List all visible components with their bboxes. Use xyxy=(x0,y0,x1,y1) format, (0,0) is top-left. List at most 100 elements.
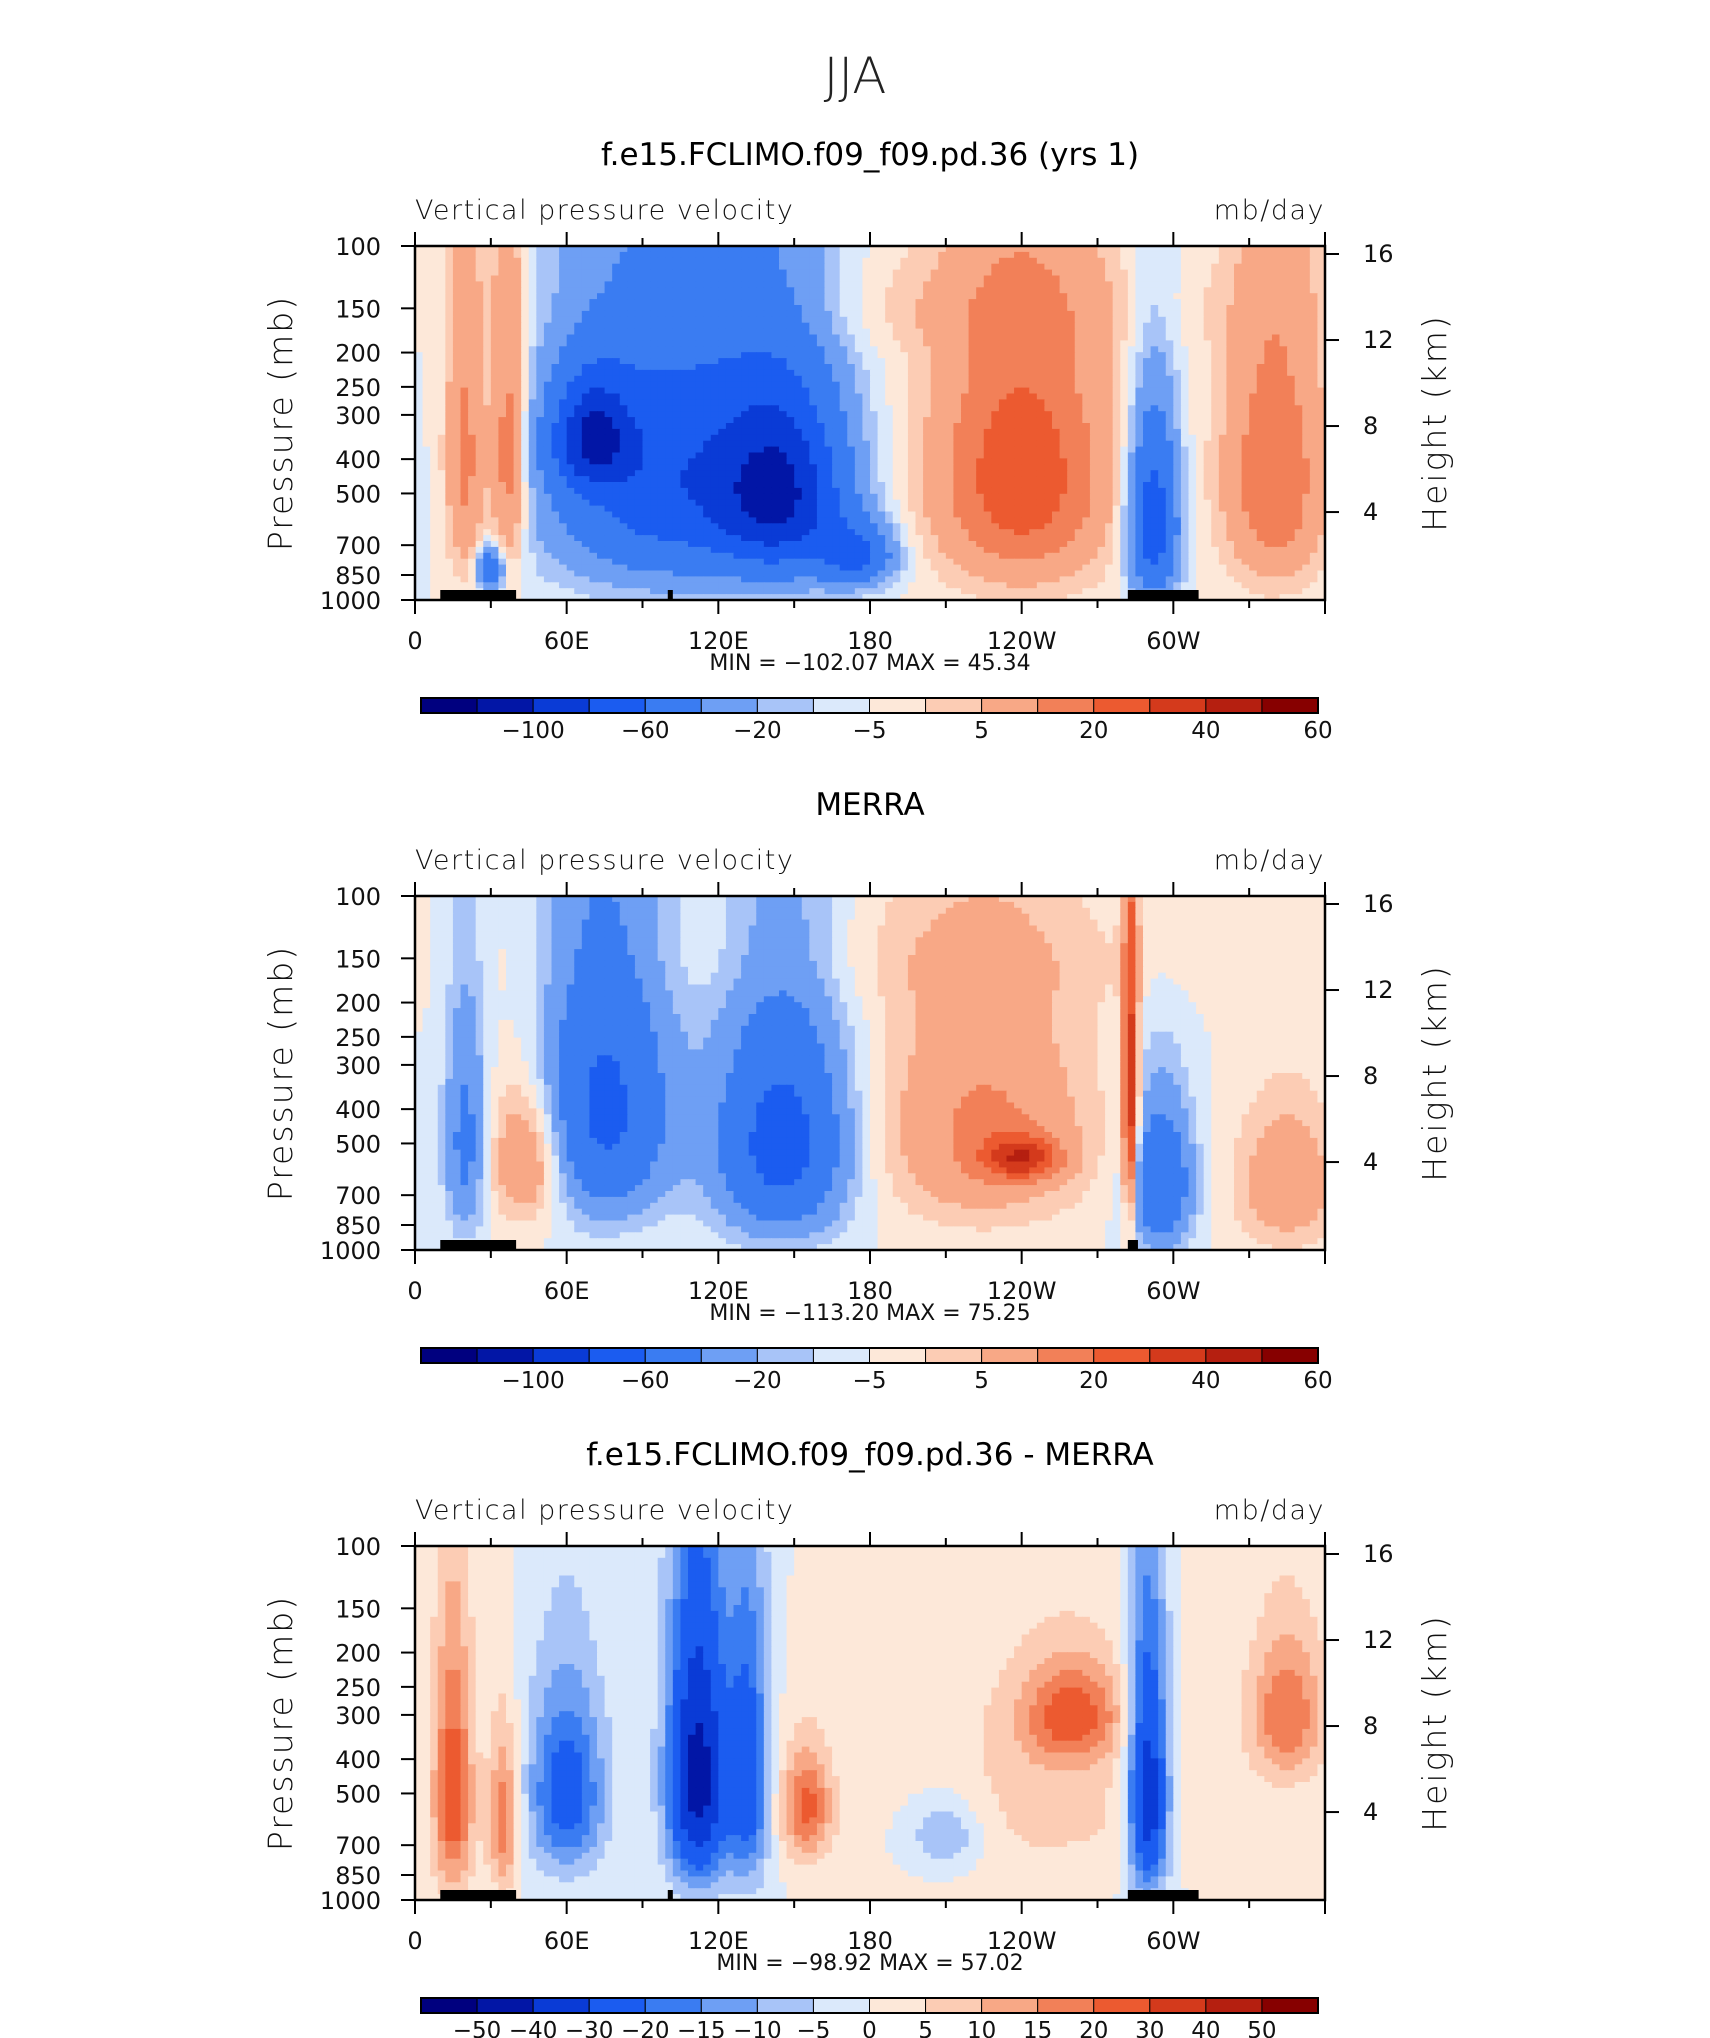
field-cell xyxy=(1082,352,1091,359)
field-cell xyxy=(870,275,879,282)
field-cell xyxy=(1173,470,1182,477)
field-cell xyxy=(930,381,939,389)
field-cell xyxy=(468,434,477,442)
field-cell xyxy=(991,399,1000,406)
field-cell xyxy=(1218,263,1228,271)
field-cell xyxy=(430,269,439,277)
field-cell xyxy=(536,381,545,389)
field-cell xyxy=(1006,269,1015,277)
field-cell xyxy=(460,358,469,365)
field-cell xyxy=(968,470,977,477)
field-cell xyxy=(1226,328,1235,336)
field-cell xyxy=(725,287,735,294)
field-cell xyxy=(1006,281,1015,288)
field-cell xyxy=(619,281,628,288)
field-cell xyxy=(650,287,659,294)
field-cell xyxy=(551,328,560,336)
field-cell xyxy=(1105,328,1114,336)
field-cell xyxy=(1173,434,1182,442)
field-cell xyxy=(634,369,644,377)
field-cell xyxy=(1135,299,1144,306)
field-cell xyxy=(1271,470,1281,477)
field-cell xyxy=(703,487,712,495)
field-cell xyxy=(885,387,894,395)
field-cell xyxy=(1143,281,1152,288)
field-cell xyxy=(672,358,682,365)
field-cell xyxy=(923,458,932,465)
field-cell xyxy=(945,257,955,265)
field-cell xyxy=(665,251,674,259)
field-cell xyxy=(543,305,553,312)
field-cell xyxy=(1052,275,1061,282)
field-cell xyxy=(695,381,704,389)
field-cell xyxy=(1249,434,1258,442)
field-cell xyxy=(513,399,522,406)
field-cell xyxy=(566,287,575,294)
field-cell xyxy=(953,487,962,495)
field-cell xyxy=(847,299,856,306)
field-cell xyxy=(1082,369,1091,377)
field-cell xyxy=(1082,246,1091,253)
field-cell xyxy=(733,305,742,312)
field-cell xyxy=(1120,399,1129,406)
field-cell xyxy=(1203,287,1212,294)
field-cell xyxy=(1180,405,1190,412)
field-cell xyxy=(983,263,992,271)
field-cell xyxy=(437,246,446,253)
field-cell xyxy=(1014,322,1023,330)
field-cell xyxy=(422,423,431,430)
field-cell xyxy=(847,417,856,424)
field-cell xyxy=(756,334,765,341)
field-cell xyxy=(415,458,424,465)
field-cell xyxy=(672,476,682,483)
field-cell xyxy=(832,381,841,389)
field-cell xyxy=(581,340,591,347)
field-cell xyxy=(1218,464,1228,471)
field-cell xyxy=(695,246,704,253)
field-cell xyxy=(771,316,780,324)
field-cell xyxy=(581,487,591,495)
field-cell xyxy=(870,257,879,265)
field-cell xyxy=(862,287,871,294)
field-cell xyxy=(1173,275,1182,282)
field-cell xyxy=(870,476,879,483)
field-cell xyxy=(680,464,689,471)
field-cell xyxy=(892,346,901,353)
field-cell xyxy=(892,375,901,383)
field-cell xyxy=(680,470,689,477)
field-cell xyxy=(794,446,803,454)
field-cell xyxy=(710,387,719,395)
field-cell xyxy=(1218,299,1228,306)
field-cell xyxy=(1279,393,1288,400)
field-cell xyxy=(816,340,826,347)
field-cell xyxy=(991,417,1000,424)
field-cell xyxy=(1264,358,1273,365)
field-cell xyxy=(1036,352,1046,359)
field-cell xyxy=(703,305,712,312)
field-cell xyxy=(506,287,515,294)
field-cell xyxy=(1317,387,1326,395)
field-cell xyxy=(650,246,659,253)
field-cell xyxy=(1105,476,1114,483)
field-cell xyxy=(1059,328,1068,336)
field-cell xyxy=(824,446,833,454)
field-cell xyxy=(870,375,879,383)
field-cell xyxy=(1211,358,1220,365)
field-cell xyxy=(900,328,909,336)
field-cell xyxy=(961,358,970,365)
field-cell xyxy=(1059,305,1068,312)
field-cell xyxy=(809,316,818,324)
field-cell xyxy=(832,476,841,483)
field-cell xyxy=(870,428,879,436)
field-cell xyxy=(642,452,651,459)
field-cell xyxy=(634,346,644,353)
field-cell xyxy=(771,364,780,371)
field-cell xyxy=(1006,387,1015,395)
field-cell xyxy=(854,428,864,436)
field-cell xyxy=(619,322,628,330)
field-cell xyxy=(930,269,939,277)
field-cell xyxy=(1074,405,1083,412)
field-cell xyxy=(733,328,742,336)
field-cell xyxy=(1089,293,1099,300)
field-cell xyxy=(445,446,454,454)
